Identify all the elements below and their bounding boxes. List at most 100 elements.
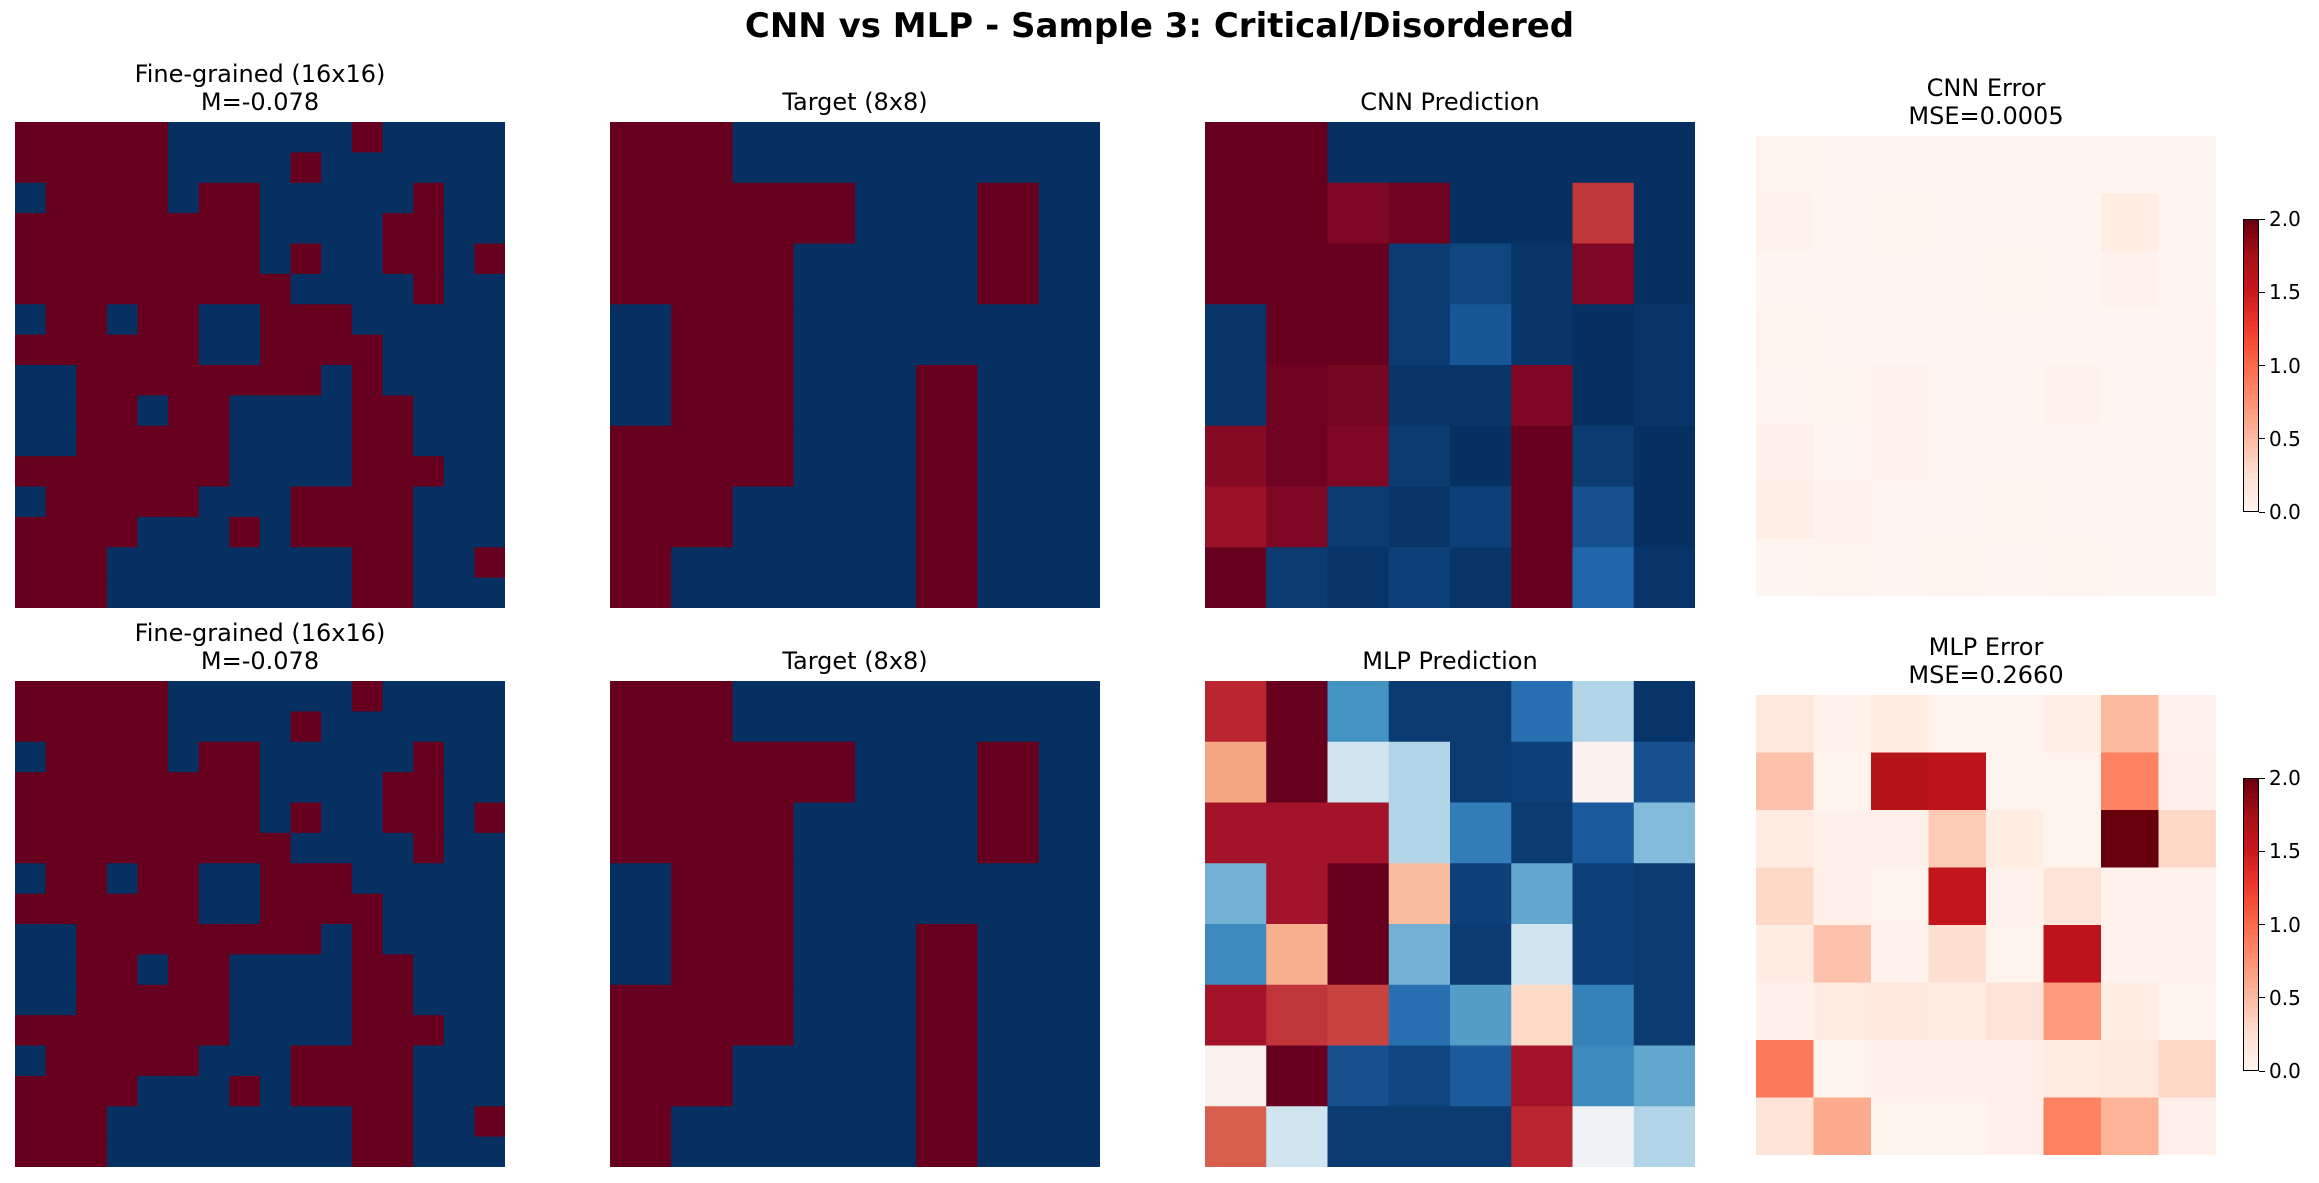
- cnn-pred-cell-r5-c6: [1572, 425, 1635, 488]
- cnn-error-colorbar-gradient-step: [2243, 228, 2259, 235]
- target2-cell-r4-c6: [977, 924, 1040, 986]
- fine1-cell-r6-c9: [290, 304, 322, 336]
- mlp-pred-cell-r7-c7: [1633, 1106, 1695, 1167]
- fine2-cell-r10-c11: [351, 984, 384, 1016]
- target2-cell-r2-c3: [793, 802, 856, 864]
- cnn-error-colorbar-gradient-step: [2243, 350, 2259, 357]
- mlp-error-colorbar-gradient-step: [2243, 919, 2259, 926]
- fine1-cell-r1-c6: [198, 152, 230, 184]
- mlp-error-colorbar-gradient-step: [2243, 861, 2259, 867]
- cnn-pred-cell-r4-c2: [1327, 365, 1390, 427]
- target1-cell-r7-c5: [916, 547, 979, 608]
- mlperr-subtitle: MSE=0.2660: [1908, 661, 2064, 689]
- fine2-cell-r4-c8: [260, 802, 292, 834]
- cnn-error-colorbar-gradient-step: [2243, 448, 2259, 454]
- fine1-cell-r2-c12: [382, 182, 414, 214]
- mlp-error-colorbar-gradient-step: [2243, 817, 2259, 823]
- mlp-err-cell-r6-c1: [1813, 1040, 1872, 1099]
- fine2-cell-r6-c1: [45, 863, 77, 895]
- target1-cell-r0-c2: [732, 122, 795, 184]
- target1-cell-r2-c4: [855, 243, 917, 305]
- target2-cell-r6-c4: [855, 1045, 917, 1107]
- fine2-cell-r11-c11: [351, 1015, 384, 1047]
- target1-cell-r5-c7: [1038, 425, 1100, 488]
- mlp-error-colorbar-gradient-step: [2243, 807, 2259, 813]
- mlp-error-colorbar-gradient-step: [2243, 792, 2259, 799]
- fine2-cell-r10-c3: [106, 984, 139, 1016]
- cnn-err-cell-r3-c1: [1813, 308, 1872, 367]
- mlp-pred-cell-r0-c7: [1633, 681, 1695, 743]
- cnn-error-colorbar-gradient-step: [2243, 453, 2259, 459]
- fine1-cell-r9-c0: [15, 395, 47, 427]
- fine2-cell-r3-c9: [290, 772, 322, 804]
- fine1-cell-r15-c13: [413, 577, 445, 608]
- cnn-err-cell-r7-c6: [2101, 538, 2160, 596]
- fine2-cell-r10-c13: [413, 984, 445, 1016]
- fine1-cell-r8-c15: [474, 365, 505, 396]
- mlp-error-colorbar-gradient-step: [2243, 895, 2259, 901]
- fine1-cell-r8-c1: [45, 365, 77, 396]
- fine1-cell-r0-c7: [229, 122, 261, 153]
- cnn-pred-cell-r4-c5: [1511, 365, 1574, 427]
- cnn-err-cell-r1-c6: [2101, 193, 2160, 252]
- cnn-err-cell-r3-c5: [2043, 308, 2102, 367]
- mlp-err-cell-r5-c4: [1986, 982, 2045, 1041]
- fine1-cell-r5-c0: [15, 273, 47, 305]
- fine1-cell-r0-c3: [106, 122, 139, 153]
- target1-cell-r3-c4: [855, 304, 917, 366]
- fine2-cell-r15-c0: [15, 1136, 47, 1167]
- mlp-pred-cell-r7-c3: [1388, 1106, 1451, 1167]
- cnn-error-colorbar-tick-mark: [2259, 218, 2265, 220]
- cnn-error-colorbar-gradient-step: [2243, 424, 2259, 430]
- cnn-err-cell-r1-c7: [2158, 193, 2216, 252]
- fine2-cell-r6-c8: [260, 863, 292, 895]
- mlp-err-cell-r0-c0: [1756, 695, 1815, 754]
- fine2-cell-r14-c11: [351, 1106, 384, 1138]
- mlp-pred-cell-r1-c6: [1572, 741, 1635, 804]
- mlp-error-colorbar-gradient-step: [2243, 836, 2259, 843]
- cnn-error-colorbar-gradient-step: [2243, 223, 2259, 230]
- cnn-error-colorbar-gradient-step: [2243, 341, 2259, 347]
- mlp-err-cell-r1-c7: [2158, 752, 2216, 811]
- mlp-error-colorbar-gradient-step: [2243, 958, 2259, 965]
- mlp-err-cell-r7-c0: [1756, 1097, 1815, 1155]
- fine2-cell-r8-c15: [474, 924, 505, 955]
- fine2-cell-r2-c13: [413, 741, 445, 773]
- fine2-cell-r12-c10: [321, 1045, 353, 1077]
- fine1-cell-r14-c4: [137, 547, 169, 579]
- cnn-pred-cell-r2-c6: [1572, 243, 1635, 305]
- fine2-cell-r4-c1: [45, 802, 77, 834]
- target2-cell-r1-c5: [916, 741, 979, 804]
- mlp-pred-cell-r1-c2: [1327, 741, 1390, 804]
- fine1-cell-r13-c6: [198, 516, 230, 548]
- fine2-cell-r9-c7: [229, 954, 261, 986]
- fine1-cell-r2-c15: [474, 182, 505, 214]
- fine1-cell-r2-c10: [321, 182, 353, 214]
- fine2-cell-r9-c0: [15, 954, 47, 986]
- fine2-cell-r8-c5: [168, 924, 200, 955]
- mlp-error-colorbar-gradient-step: [2243, 1012, 2259, 1018]
- cnn-error-colorbar-gradient-step: [2243, 365, 2259, 371]
- cnn-err-cell-r1-c2: [1871, 193, 1930, 252]
- target2-title: Target (8x8): [782, 647, 928, 675]
- fine1-cell-r1-c10: [321, 152, 353, 184]
- cnn-error-colorbar-gradient-step: [2243, 433, 2259, 440]
- cnn-error-colorbar: [2243, 219, 2259, 512]
- fine2-cell-r14-c5: [168, 1106, 200, 1138]
- mlp-pred-cell-r0-c5: [1511, 681, 1574, 743]
- fine1-cell-r6-c2: [76, 304, 108, 336]
- fine2-cell-r8-c4: [137, 924, 169, 955]
- mlp-err-cell-r3-c7: [2158, 867, 2216, 926]
- cnn-err-cell-r6-c1: [1813, 481, 1872, 540]
- mlp-err-cell-r2-c6: [2101, 810, 2160, 869]
- target2-cell-r6-c7: [1038, 1045, 1100, 1107]
- mlperr-title: MLP Error: [1928, 633, 2044, 661]
- fine2-cell-r13-c1: [45, 1075, 77, 1107]
- fine2-cell-r2-c12: [382, 741, 414, 773]
- fine2-cell-r6-c5: [168, 863, 200, 895]
- fine2-cell-r14-c14: [443, 1106, 475, 1138]
- mlp-err-cell-r7-c3: [1928, 1097, 1987, 1155]
- fine2-cell-r13-c14: [443, 1075, 475, 1107]
- fine2-cell-r9-c8: [260, 954, 292, 986]
- cnn-pred-cell-r0-c5: [1511, 122, 1574, 184]
